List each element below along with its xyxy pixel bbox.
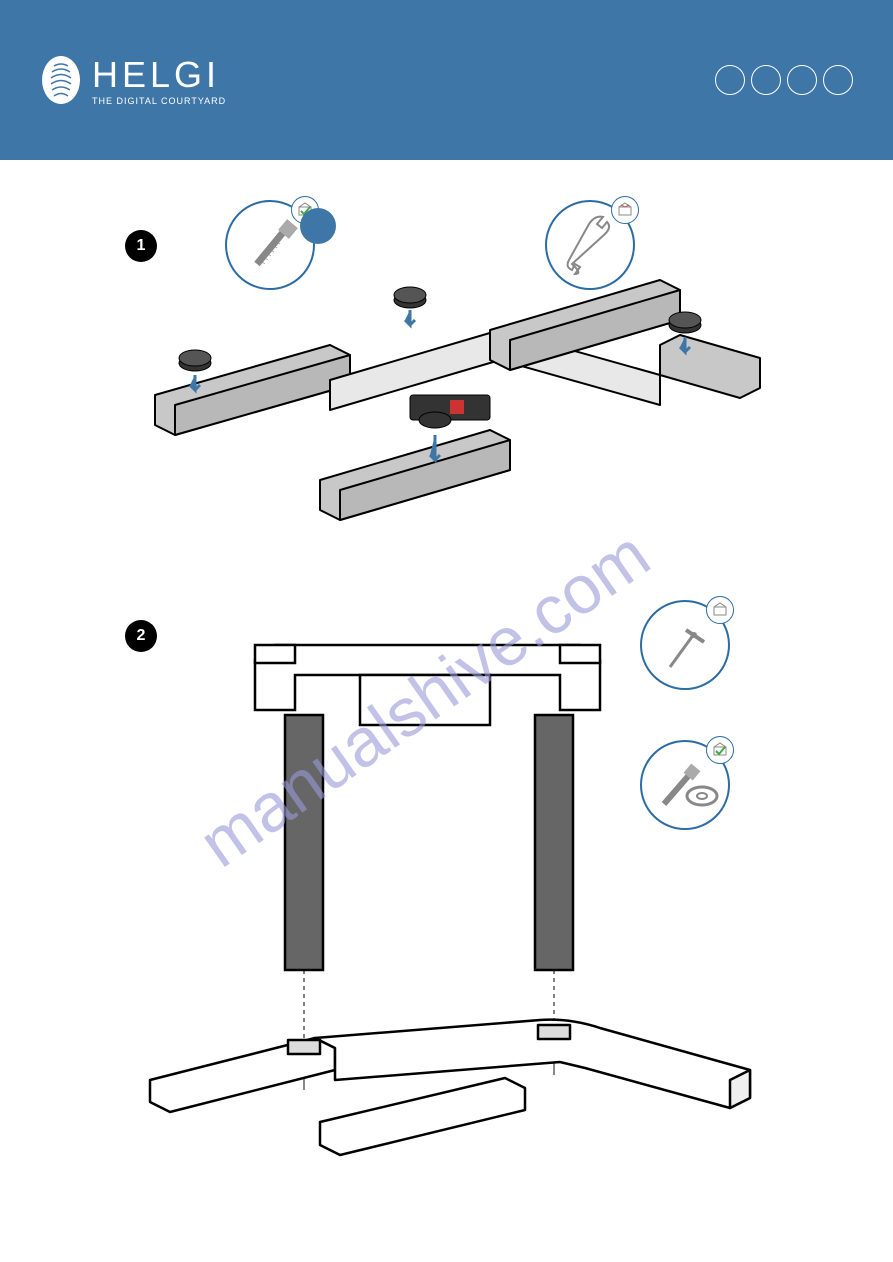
- page-header: HELGI THE DIGITAL COURTYARD: [0, 0, 893, 160]
- callout-bolt: [225, 200, 315, 290]
- page-dot: [715, 65, 745, 95]
- callout-wrench: [545, 200, 635, 290]
- brand-logo: HELGI THE DIGITAL COURTYARD: [40, 54, 226, 106]
- box-icon: [706, 596, 734, 624]
- brand-tagline: THE DIGITAL COURTYARD: [92, 96, 226, 106]
- fingerprint-icon: [40, 54, 82, 106]
- box-icon: [611, 196, 639, 224]
- page-dot: [751, 65, 781, 95]
- callout-bolt-washer: [640, 740, 730, 830]
- page-indicator: [715, 65, 853, 95]
- page-dot: [823, 65, 853, 95]
- page-content: 1: [0, 160, 893, 1262]
- box-check-icon: [706, 736, 734, 764]
- assembly-diagram-step-1: [120, 200, 780, 560]
- page-dot: [787, 65, 817, 95]
- callout-allen-key: [640, 600, 730, 690]
- callout-extra-dot: [300, 208, 336, 244]
- brand-name: HELGI: [92, 54, 226, 96]
